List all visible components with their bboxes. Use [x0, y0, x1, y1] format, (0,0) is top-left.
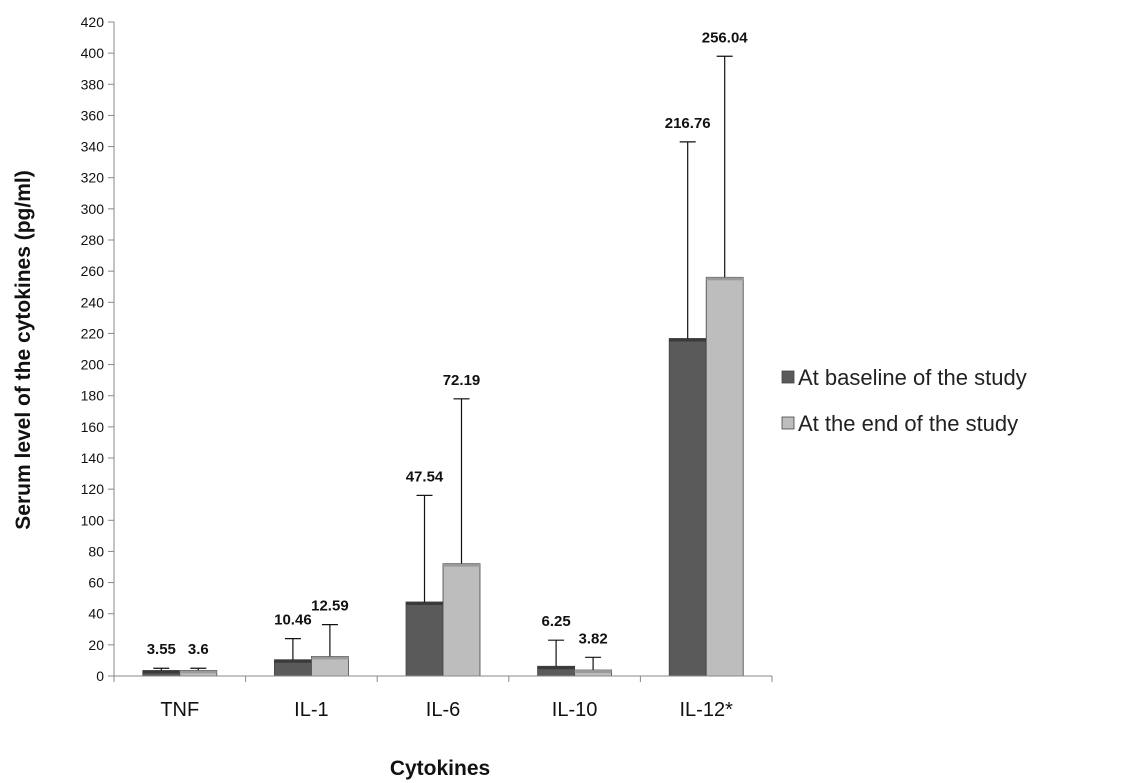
y-tick-label: 340: [81, 139, 105, 155]
legend-entry: At the end of the study: [798, 411, 1018, 436]
y-tick-label: 420: [81, 14, 105, 30]
y-tick-label: 400: [81, 45, 105, 61]
y-tick-label: 260: [81, 263, 105, 279]
bar-baseline: [405, 601, 444, 677]
y-tick-label: 120: [81, 481, 105, 497]
bar-cap: [443, 563, 480, 567]
y-tick-label: 160: [81, 419, 105, 435]
y-tick-label: 240: [81, 294, 105, 310]
error-bars: [153, 55, 733, 671]
data-label: 256.04: [702, 29, 749, 46]
legend-swatch: [781, 370, 795, 384]
data-label: 12.59: [311, 598, 349, 615]
y-tick-label: 100: [81, 512, 105, 528]
y-tick-label: 80: [88, 543, 104, 559]
y-tick-label: 360: [81, 107, 105, 123]
bar-cap: [537, 666, 575, 670]
bar-cap: [669, 338, 707, 342]
x-category-label: TNF: [160, 699, 199, 721]
legend-swatch: [781, 416, 795, 430]
legend-entry: At baseline of the study: [798, 365, 1027, 390]
y-tick-label: 220: [81, 325, 105, 341]
x-category-label: IL-1: [294, 699, 328, 721]
y-tick-label: 320: [81, 170, 105, 186]
data-label: 3.55: [147, 641, 176, 658]
bar-cap: [311, 656, 349, 660]
y-tick-label: 20: [88, 637, 104, 653]
y-axis-title: Serum level of the cytokines (pg/ml): [12, 170, 35, 529]
bar-cap: [706, 277, 744, 281]
bar-cap: [274, 659, 312, 663]
bar-end: [442, 563, 481, 677]
x-category-label: IL-10: [552, 699, 598, 721]
x-category-label: IL-6: [426, 699, 460, 721]
bar-end: [705, 276, 744, 677]
y-axis: 0 20 40 60 80 100 120 140 160 180 200 220 240 260 280 3…: [81, 14, 115, 684]
data-label: 3.82: [578, 630, 607, 647]
y-tick-label: 200: [81, 357, 105, 373]
data-label: 6.25: [541, 613, 570, 630]
y-tick-label: 60: [88, 575, 104, 591]
bars: [142, 276, 744, 677]
y-tick-label: 180: [81, 388, 105, 404]
legend: At baseline of the study At the end of th…: [781, 365, 1027, 436]
y-tick-label: 40: [88, 606, 104, 622]
bar-cap: [179, 670, 217, 674]
x-axis-title: Cytokines: [390, 757, 490, 780]
bar-cap: [142, 670, 180, 674]
y-tick-label: 280: [81, 232, 105, 248]
y-tick-label: 300: [81, 201, 105, 217]
y-tick-label: 0: [96, 668, 104, 684]
data-label: 216.76: [665, 115, 711, 132]
bar-cap: [574, 670, 612, 674]
bar-baseline: [668, 338, 707, 677]
y-tick-label: 380: [81, 76, 105, 92]
x-axis: TNF IL-1 IL-6 IL-10 IL-12*: [113, 675, 773, 721]
data-label: 3.6: [188, 641, 209, 658]
y-tick-label: 140: [81, 450, 105, 466]
data-label: 72.19: [443, 372, 481, 389]
data-label: 10.46: [274, 612, 312, 629]
x-category-label: IL-12*: [680, 699, 734, 721]
bar-cap: [406, 601, 443, 605]
data-label: 47.54: [406, 468, 444, 485]
